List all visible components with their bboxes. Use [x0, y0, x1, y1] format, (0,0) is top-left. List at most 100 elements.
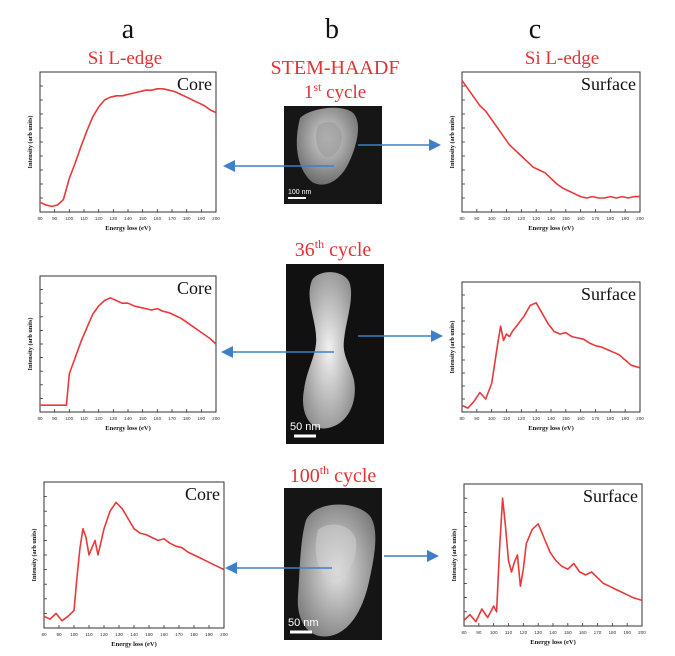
x-tick-label: 120: [517, 216, 525, 221]
x-tick-label: 120: [100, 632, 108, 637]
spectrum-panel-c3: 80 90 100 110 120 130 140 150 160 170 180 190 200 Ene…: [451, 483, 646, 646]
x-tick-label: 190: [621, 416, 629, 421]
x-tick-label: 170: [594, 630, 602, 635]
x-tick-label: 180: [606, 216, 614, 221]
x-tick-label: 80: [37, 416, 43, 421]
particle-highlight: [316, 121, 342, 157]
x-tick-label: 100: [488, 416, 496, 421]
x-tick-label: 100: [70, 632, 78, 637]
x-tick-label: 130: [532, 416, 540, 421]
x-tick-label: 190: [205, 632, 213, 637]
x-tick-label: 170: [592, 416, 600, 421]
spectrum-line: [39, 88, 217, 208]
x-tick-label: 140: [124, 416, 132, 421]
x-tick-label: 170: [592, 216, 600, 221]
x-tick-label: 110: [505, 630, 513, 635]
x-tick-label: 180: [606, 416, 614, 421]
x-tick-label: 170: [175, 632, 183, 637]
x-tick-label: 80: [41, 632, 47, 637]
x-tick-label: 180: [183, 416, 191, 421]
x-tick-label: 200: [636, 216, 644, 221]
cycle-word: cycle: [321, 82, 366, 103]
x-tick-label: 130: [109, 416, 117, 421]
x-tick-label: 140: [130, 632, 138, 637]
x-tick-label: 90: [52, 216, 58, 221]
x-axis-label: Energy loss (eV): [530, 639, 576, 646]
x-tick-label: 140: [549, 630, 557, 635]
stem-image-36: 50 nm: [286, 264, 384, 444]
x-tick-label: 130: [534, 630, 542, 635]
column-a-letter: a: [122, 14, 135, 45]
y-axis-label: Intensity (arb units): [451, 529, 458, 582]
x-tick-label: 140: [547, 416, 555, 421]
x-axis-label: Energy loss (eV): [528, 425, 574, 432]
cycle-suffix: th: [315, 237, 324, 251]
cycle-suffix: th: [320, 463, 329, 477]
x-tick-label: 200: [212, 216, 220, 221]
x-tick-label: 80: [461, 630, 467, 635]
x-axis-label: Energy loss (eV): [111, 641, 157, 648]
cycle-suffix: st: [313, 80, 322, 94]
x-tick-label: 170: [168, 216, 176, 221]
spectrum-panel-c1: 80 90 100 110 120 130 140 150 160 170 180 190 200 Ene…: [449, 71, 644, 232]
x-tick-label: 120: [95, 416, 103, 421]
spectrum-panel-a2: 80 90 100 110 120 130 140 150 160 170 180 190 200 Ene…: [27, 275, 220, 432]
x-tick-label: 110: [503, 216, 511, 221]
y-axis-label: Intensity (arb units): [27, 318, 34, 371]
panel-title: Core: [177, 278, 212, 298]
x-tick-label: 80: [459, 416, 465, 421]
x-tick-label: 190: [623, 630, 631, 635]
scale-label: 100 nm: [288, 189, 312, 196]
x-tick-label: 180: [183, 216, 191, 221]
column-c-letter: c: [529, 14, 541, 45]
x-tick-label: 90: [474, 416, 480, 421]
panel-title: Surface: [583, 486, 638, 506]
stem-image-100: 50 nm: [284, 488, 382, 640]
x-tick-label: 130: [115, 632, 123, 637]
x-axis-label: Energy loss (eV): [528, 225, 574, 232]
x-tick-label: 160: [160, 632, 168, 637]
x-tick-label: 150: [562, 416, 570, 421]
x-tick-label: 130: [109, 216, 117, 221]
x-tick-label: 90: [56, 632, 62, 637]
x-tick-label: 200: [636, 416, 644, 421]
column-c-title: Si L-edge: [525, 48, 599, 69]
column-a-title: Si L-edge: [88, 48, 162, 69]
spectrum-line: [43, 501, 225, 622]
x-tick-label: 120: [519, 630, 527, 635]
x-tick-label: 100: [488, 216, 496, 221]
spectrum-panel-a3: 80 90 100 110 120 130 140 150 160 170 180 190 200 Ene…: [31, 481, 228, 648]
spectrum-panel-a1: 80 90 100 110 120 130 140 150 160 170 180 190 200 Ene…: [27, 71, 220, 232]
cycle-word: cycle: [324, 239, 371, 261]
cycle-label-1: 1st cycle: [304, 80, 366, 103]
x-tick-label: 200: [212, 416, 220, 421]
cycle-number: 1: [304, 82, 314, 103]
x-tick-label: 110: [503, 416, 511, 421]
cycle-label-36: 36th cycle: [295, 237, 372, 261]
x-tick-label: 140: [124, 216, 132, 221]
x-tick-label: 190: [197, 416, 205, 421]
y-axis-label: Intensity (arb units): [449, 116, 456, 169]
x-tick-label: 110: [80, 416, 88, 421]
x-tick-label: 100: [65, 416, 73, 421]
x-tick-label: 90: [52, 416, 58, 421]
x-tick-label: 160: [577, 416, 585, 421]
cycle-number: 100: [290, 465, 320, 487]
x-tick-label: 110: [80, 216, 88, 221]
y-axis-label: Intensity (arb units): [27, 116, 34, 169]
spectrum-line: [461, 302, 641, 409]
x-tick-label: 150: [564, 630, 572, 635]
x-axis-label: Energy loss (eV): [105, 225, 151, 232]
panel-title: Surface: [581, 74, 636, 94]
x-tick-label: 150: [145, 632, 153, 637]
spectrum-line: [463, 497, 643, 623]
x-tick-label: 150: [139, 416, 147, 421]
spectrum-line: [461, 79, 640, 199]
particle-shape: [303, 272, 355, 429]
panel-title: Surface: [581, 284, 636, 304]
column-b-title: STEM-HAADF: [271, 57, 400, 79]
x-tick-label: 120: [517, 416, 525, 421]
column-b-letter: b: [325, 14, 339, 45]
x-tick-label: 100: [490, 630, 498, 635]
spectrum-panel-c2: 80 90 100 110 120 130 140 150 160 170 180 190 200 Ene…: [449, 281, 644, 432]
